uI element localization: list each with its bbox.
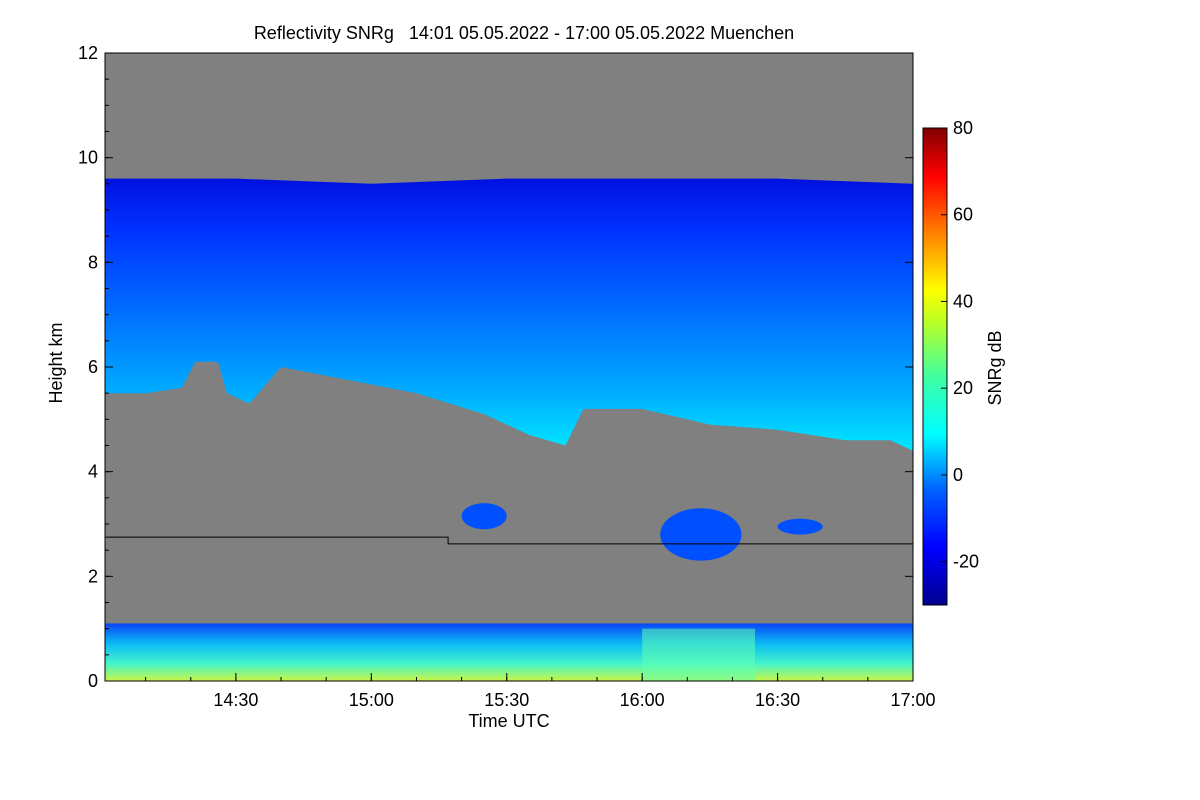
colorbar-tick-label: 80 [953,118,973,138]
x-tick-label: 16:30 [755,690,800,710]
y-tick-label: 10 [78,148,98,168]
colorbar-tick-label: 40 [953,291,973,311]
chart-title: Reflectivity SNRg 14:01 05.05.2022 - 17:… [254,23,794,43]
y-tick-label: 2 [88,566,98,586]
colorbar-tick-label: -20 [953,552,979,572]
y-axis-label: Height km [46,322,66,403]
cloud-layer [105,178,913,451]
near-surface-strong-echo [642,628,756,681]
colorbar-tick-label: 0 [953,465,963,485]
x-tick-label: 15:30 [484,690,529,710]
x-axis: 14:30 15:00 15:30 16:00 16:30 17:00 [145,673,936,710]
y-tick-label: 8 [88,252,98,272]
colorbar [922,127,948,606]
mixing-layer-line [105,536,913,545]
y-tick-label: 4 [88,462,98,482]
colorbar-tick-label: 20 [953,378,973,398]
colorbar-axis: -20 0 20 40 60 80 [941,118,979,572]
y-tick-label: 6 [88,357,98,377]
echo-patch [777,518,823,535]
colorbar-tick-label: 60 [953,205,973,225]
echo-patch [461,503,507,530]
x-tick-label: 14:30 [213,690,258,710]
y-axis: 0 2 4 6 8 10 12 [78,43,913,691]
colorbar-label: SNRg dB [985,330,1005,405]
y-tick-label: 0 [88,671,98,691]
echo-patch [660,508,742,561]
x-axis-label: Time UTC [468,711,549,731]
x-tick-label: 15:00 [349,690,394,710]
y-tick-label: 12 [78,43,98,63]
near-surface-echo [105,623,913,681]
x-tick-label: 16:00 [620,690,665,710]
x-tick-label: 17:00 [890,690,935,710]
